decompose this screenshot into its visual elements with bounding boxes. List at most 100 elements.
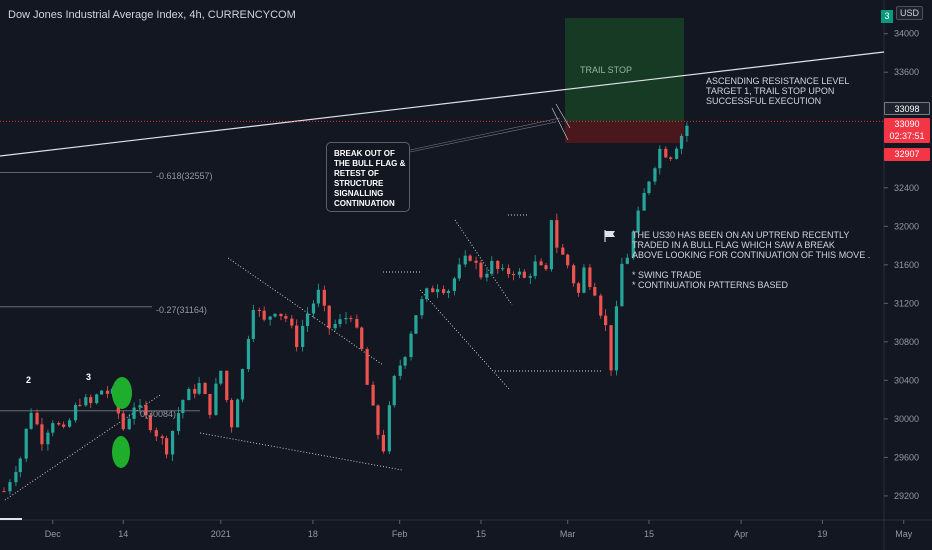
candle-body — [446, 290, 451, 294]
candle-body — [511, 274, 516, 276]
candle-body — [170, 430, 175, 455]
current-price-value: 33090 — [894, 119, 920, 129]
candle-body — [333, 324, 337, 329]
candle-body — [8, 482, 12, 492]
candle-body — [40, 424, 44, 445]
candle-body — [268, 316, 272, 320]
candle-body — [127, 418, 131, 430]
trail-marker-a — [551, 107, 569, 141]
candle-body — [664, 148, 668, 158]
candle-body — [144, 405, 148, 416]
candle-body — [561, 247, 565, 255]
y-tick-label: 34000 — [894, 29, 919, 39]
candle-body — [18, 458, 22, 473]
candle-body — [452, 278, 457, 291]
countdown-timer: 02:37:51 — [889, 131, 925, 141]
candle-body — [99, 390, 104, 395]
candle-body — [62, 424, 66, 427]
candle-body — [105, 390, 110, 394]
candle-body — [599, 295, 603, 316]
trail-stop-label: TRAIL STOP — [580, 65, 633, 75]
candle-body — [604, 315, 608, 326]
y-tick-label: 32000 — [894, 221, 919, 231]
candle-body — [468, 255, 472, 261]
candle-body — [138, 405, 142, 408]
y-tick-label: 29600 — [894, 452, 919, 462]
candle-body — [181, 400, 185, 414]
candle-body — [539, 261, 543, 266]
candle-body — [658, 148, 662, 169]
y-tick-label: 30800 — [894, 337, 919, 347]
candle-body — [381, 434, 385, 452]
candle-body — [544, 265, 548, 270]
candle-body — [647, 181, 651, 194]
candle-body — [305, 313, 310, 326]
candle-body — [208, 393, 212, 415]
candle-body — [479, 262, 483, 278]
candle-body — [620, 263, 624, 307]
candle-body — [376, 405, 380, 435]
price-tag-current: 33090 02:37:51 — [884, 118, 930, 143]
candle-body — [572, 265, 576, 284]
candle-body — [132, 407, 136, 419]
candle-body — [588, 267, 592, 287]
candle-body — [675, 148, 679, 159]
candle-body — [625, 257, 629, 264]
candle-body — [642, 193, 646, 211]
candle-body — [387, 405, 391, 452]
trail-marker-b — [555, 103, 571, 129]
candle-body — [403, 357, 407, 366]
candle-body — [441, 289, 446, 294]
y-tick-label: 30000 — [894, 414, 919, 424]
candle-body — [154, 430, 158, 437]
candle-body — [614, 306, 619, 371]
x-tick-label: Dec — [45, 529, 62, 539]
ascending-resistance-line — [0, 51, 885, 157]
currency-badge[interactable]: USD — [896, 6, 924, 20]
candle-body — [284, 316, 288, 319]
candle-body — [517, 271, 522, 275]
candle-body — [89, 397, 93, 404]
price-tag-upper: 33098 — [884, 102, 930, 115]
candle-body — [322, 289, 326, 306]
alert-badge[interactable]: 3 — [881, 10, 893, 23]
candle-body — [522, 271, 526, 278]
flag-channel-upper — [454, 219, 513, 306]
candle-body — [349, 318, 353, 320]
candle-body — [457, 264, 461, 279]
candle-body — [474, 260, 478, 263]
candle-body — [14, 472, 18, 483]
candle-body — [425, 288, 429, 300]
candle-body — [160, 436, 164, 439]
candle-body — [653, 168, 657, 182]
candle-body — [230, 400, 234, 428]
candle-body — [431, 288, 435, 293]
candle-body — [29, 412, 33, 429]
x-tick-label: 15 — [644, 529, 654, 539]
candle-body — [593, 286, 597, 296]
candle-body — [273, 313, 277, 317]
candle-body — [67, 420, 72, 427]
candle-body — [549, 220, 554, 270]
candle-body — [344, 318, 348, 320]
fib-label-0: 0(30084) — [140, 409, 177, 419]
price-tag-lower: 32907 — [884, 148, 930, 161]
candle-body — [355, 319, 359, 328]
candle-body — [295, 325, 299, 347]
flag-channel-lower — [419, 289, 511, 391]
chart-title: Dow Jones Industrial Average Index, 4h, … — [8, 9, 296, 21]
candle-body — [257, 309, 261, 311]
candle-body — [409, 333, 413, 358]
target-zone — [565, 18, 684, 122]
x-tick-label: 14 — [118, 529, 128, 539]
idea-note: THE US30 HAS BEEN ON AN UPTREND RECENTLY… — [632, 230, 871, 290]
y-tick-label: 29200 — [894, 491, 919, 501]
candle-body — [338, 319, 342, 325]
highlight-ellipse-upper — [112, 377, 132, 409]
candle-body — [219, 370, 223, 384]
bull-flag-upper-line — [227, 257, 384, 366]
candle-body — [95, 394, 99, 404]
y-tick-label: 31200 — [894, 298, 919, 308]
